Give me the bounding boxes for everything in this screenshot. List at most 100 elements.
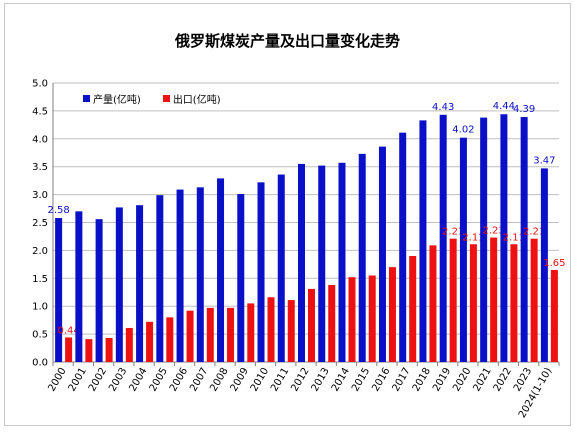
bar-production [217, 178, 225, 362]
x-tick-label: 2018 [411, 366, 433, 394]
bar-export [429, 245, 437, 362]
bar-export [125, 327, 133, 362]
x-tick-label: 2006 [168, 366, 190, 394]
bar-production [55, 218, 63, 362]
y-tick-label: 0.5 [32, 330, 48, 341]
bar-export [166, 317, 174, 362]
x-tick-label: 2003 [107, 366, 129, 394]
x-tick-label: 2009 [229, 366, 251, 394]
bar-export [186, 310, 194, 362]
bar-production [196, 187, 204, 362]
bar-export [328, 284, 336, 362]
bar-chart: 0.0 0.5 1.0 1.5 2.0 2.5 3.0 3.5 4.0 4.5 5.0 2.58 0.4… [32, 79, 565, 420]
x-tick-label: 2015 [350, 366, 372, 394]
x-tick-label: 2020 [451, 366, 473, 394]
bar-production [318, 165, 326, 362]
bar-production [95, 219, 103, 362]
data-label-export: 2.11 [503, 232, 525, 243]
bar-production [277, 174, 285, 362]
bar-export [550, 269, 558, 362]
data-label-export: 2.21 [523, 227, 545, 238]
data-label-production: 4.44 [493, 101, 515, 112]
x-tick-label: 2013 [310, 366, 332, 394]
bar-export [469, 244, 477, 362]
x-tick-label: 2007 [188, 366, 210, 394]
y-tick-label: 3.0 [32, 190, 48, 201]
bar-export [449, 238, 457, 362]
bar-production [156, 195, 164, 362]
bar-production [176, 189, 184, 362]
legend-swatch-production [83, 95, 90, 102]
x-tick-label: 2019 [431, 366, 453, 394]
legend-label-production: 产量(亿吨) [93, 95, 141, 106]
x-tick-label: 2017 [391, 366, 413, 394]
legend-item-export: 出口(亿吨) [162, 91, 221, 106]
bar-export [308, 288, 315, 362]
x-tick-label: 2002 [87, 366, 109, 394]
bar-production [419, 120, 427, 362]
data-label-production: 4.02 [452, 125, 474, 136]
bar-production [480, 117, 488, 362]
y-tick-label: 4.0 [32, 134, 48, 145]
chart-title: 俄罗斯煤炭产量及出口量变化走势 [174, 32, 400, 50]
data-label-production: 4.43 [432, 102, 454, 113]
bar-export [368, 275, 376, 362]
bar-export [146, 321, 154, 362]
data-label-export: 2.21 [442, 227, 464, 238]
bar-production [540, 168, 548, 362]
bar-export [287, 300, 295, 362]
data-label-export: 2.11 [462, 232, 484, 243]
bar-export [409, 255, 417, 362]
bar-production [237, 194, 245, 362]
x-tick-label: 2016 [370, 366, 392, 394]
bar-production [378, 146, 386, 362]
bar-production [500, 114, 508, 362]
x-tick-label: 2010 [249, 366, 271, 394]
bar-export [105, 338, 113, 362]
x-tick-label: 2000 [46, 366, 68, 394]
data-label-export: 0.44 [57, 325, 79, 336]
bar-production [520, 117, 528, 363]
x-tick-label: 2005 [148, 366, 170, 394]
bar-production [439, 114, 447, 362]
data-label-production: 2.58 [47, 205, 69, 216]
bar-export [85, 339, 93, 362]
bar-export [227, 307, 235, 362]
y-tick-label: 3.5 [32, 162, 48, 173]
bar-production [459, 137, 467, 362]
bar-export [510, 244, 518, 362]
bar-export [247, 303, 255, 362]
bar-export [267, 297, 275, 362]
bar-export [490, 237, 498, 362]
bar-export [206, 307, 214, 362]
x-tick-label: 2014 [330, 366, 352, 394]
data-label-export: 2.23 [483, 226, 505, 237]
data-label-export: 1.65 [543, 258, 565, 269]
x-tick-label: 2004 [127, 366, 149, 394]
y-tick-label: 0.0 [32, 358, 48, 369]
y-tick-label: 1.0 [32, 302, 48, 313]
x-tick-label: 2011 [269, 366, 291, 394]
bar-export [65, 337, 73, 362]
legend-label-export: 出口(亿吨) [172, 95, 221, 106]
legend-swatch-export [162, 95, 170, 102]
legend: 产量(亿吨) 出口(亿吨) [83, 91, 221, 106]
bar-export [530, 238, 538, 362]
bar-export [348, 277, 356, 362]
y-tick-label: 2.5 [32, 218, 48, 229]
x-tick-label: 2021 [472, 366, 494, 394]
bar-production [75, 211, 83, 362]
bar-production [358, 153, 366, 362]
bar-production [399, 132, 407, 362]
chart-frame: 俄罗斯煤炭产量及出口量变化走势 产量(亿吨) 出口(亿吨) 0.0 0.5 1.0 1… [4, 3, 571, 426]
y-tick-label: 4.5 [32, 106, 48, 117]
y-tick-label: 2.0 [32, 246, 48, 257]
x-tick-label: 2012 [289, 366, 311, 394]
x-tick-label: 2022 [492, 366, 514, 394]
x-tick-label: 2008 [208, 366, 230, 394]
y-tick-label: 5.0 [32, 79, 48, 90]
y-tick-label: 1.5 [32, 274, 48, 285]
bar-export [388, 267, 396, 362]
bar-production [136, 205, 144, 362]
data-label-production: 4.39 [513, 104, 535, 115]
